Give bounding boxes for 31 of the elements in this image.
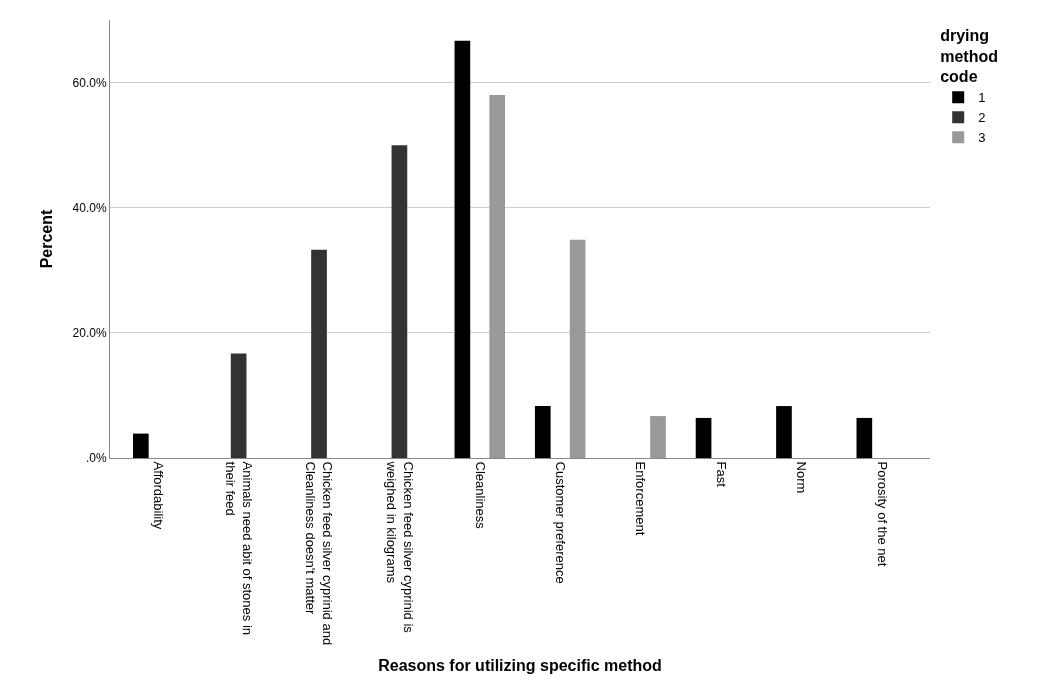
bar	[695, 417, 712, 458]
bar	[454, 40, 471, 458]
x-tick-label: Fast	[713, 461, 729, 488]
bar	[856, 417, 873, 458]
x-tick-label: Norm	[794, 461, 810, 494]
bar	[230, 353, 247, 458]
bar	[132, 433, 149, 458]
x-tick-label: Chicken feed silver cyprinid is weighed in kilograms	[383, 460, 416, 634]
y-tick-label: 60.0%	[72, 75, 107, 90]
y-tick-label: 40.0%	[72, 200, 107, 215]
bar	[489, 95, 506, 458]
x-axis-title: Reasons for utilizing specific method	[378, 656, 662, 674]
x-tick-label: Affordability	[151, 461, 167, 530]
bar	[534, 406, 551, 458]
legend-title: drying method code	[940, 26, 998, 86]
y-axis-title: Percent	[38, 208, 56, 269]
x-tick-label: Animals need abit of stones in their feed	[222, 461, 255, 636]
legend-label: 1	[978, 90, 986, 106]
x-tick-label: Customer preference	[552, 461, 568, 584]
y-tick-label: .0%	[85, 451, 107, 466]
bar	[650, 416, 666, 458]
legend-label: 3	[978, 130, 986, 146]
bar	[569, 239, 586, 458]
bar	[391, 145, 408, 458]
bar	[776, 406, 792, 458]
bar	[311, 249, 327, 458]
y-tick-label: 20.0%	[72, 326, 107, 341]
x-tick-label: Porosity of the net	[874, 461, 890, 567]
x-tick-label: Cleanliness	[472, 461, 488, 530]
legend-label: 2	[978, 110, 986, 126]
x-tick-label: Enforcement	[633, 461, 649, 536]
